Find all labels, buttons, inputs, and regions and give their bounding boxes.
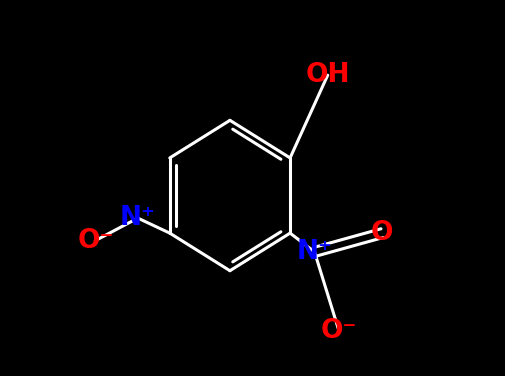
Text: OH: OH xyxy=(306,62,350,88)
Text: O⁻: O⁻ xyxy=(77,227,114,254)
Text: O⁻: O⁻ xyxy=(321,318,357,344)
Text: O: O xyxy=(371,220,393,246)
Text: N⁺: N⁺ xyxy=(120,205,156,231)
Text: N⁺: N⁺ xyxy=(296,239,332,265)
